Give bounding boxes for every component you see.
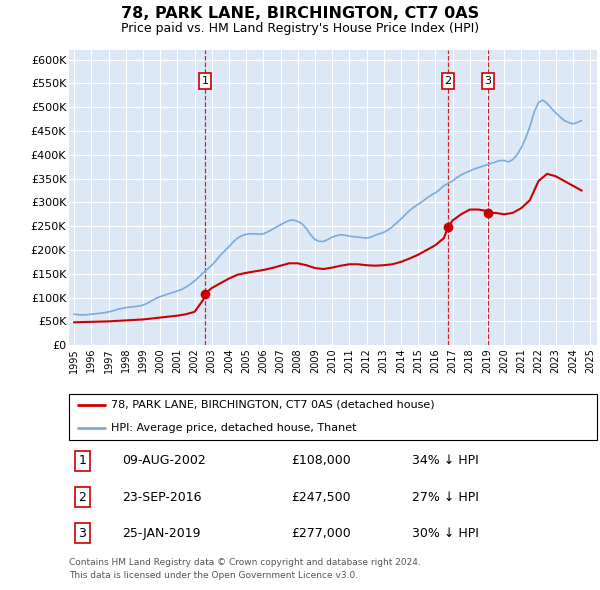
Text: 3: 3 bbox=[78, 527, 86, 540]
Text: 78, PARK LANE, BIRCHINGTON, CT7 0AS (detached house): 78, PARK LANE, BIRCHINGTON, CT7 0AS (det… bbox=[111, 399, 435, 409]
Text: £277,000: £277,000 bbox=[291, 527, 350, 540]
Text: 25-JAN-2019: 25-JAN-2019 bbox=[122, 527, 200, 540]
Text: 78, PARK LANE, BIRCHINGTON, CT7 0AS: 78, PARK LANE, BIRCHINGTON, CT7 0AS bbox=[121, 6, 479, 21]
Text: 3: 3 bbox=[485, 76, 491, 86]
Text: This data is licensed under the Open Government Licence v3.0.: This data is licensed under the Open Gov… bbox=[69, 571, 358, 579]
Text: 1: 1 bbox=[202, 76, 208, 86]
Text: £247,500: £247,500 bbox=[291, 490, 350, 504]
Text: Contains HM Land Registry data © Crown copyright and database right 2024.: Contains HM Land Registry data © Crown c… bbox=[69, 558, 421, 566]
Text: 27% ↓ HPI: 27% ↓ HPI bbox=[412, 490, 479, 504]
Text: 2: 2 bbox=[445, 76, 451, 86]
Text: 23-SEP-2016: 23-SEP-2016 bbox=[122, 490, 202, 504]
Text: HPI: Average price, detached house, Thanet: HPI: Average price, detached house, Than… bbox=[111, 422, 357, 432]
Text: 09-AUG-2002: 09-AUG-2002 bbox=[122, 454, 206, 467]
Text: 30% ↓ HPI: 30% ↓ HPI bbox=[412, 527, 479, 540]
Text: £108,000: £108,000 bbox=[291, 454, 350, 467]
Text: 1: 1 bbox=[78, 454, 86, 467]
Text: Price paid vs. HM Land Registry's House Price Index (HPI): Price paid vs. HM Land Registry's House … bbox=[121, 22, 479, 35]
Text: 2: 2 bbox=[78, 490, 86, 504]
Text: 34% ↓ HPI: 34% ↓ HPI bbox=[412, 454, 479, 467]
